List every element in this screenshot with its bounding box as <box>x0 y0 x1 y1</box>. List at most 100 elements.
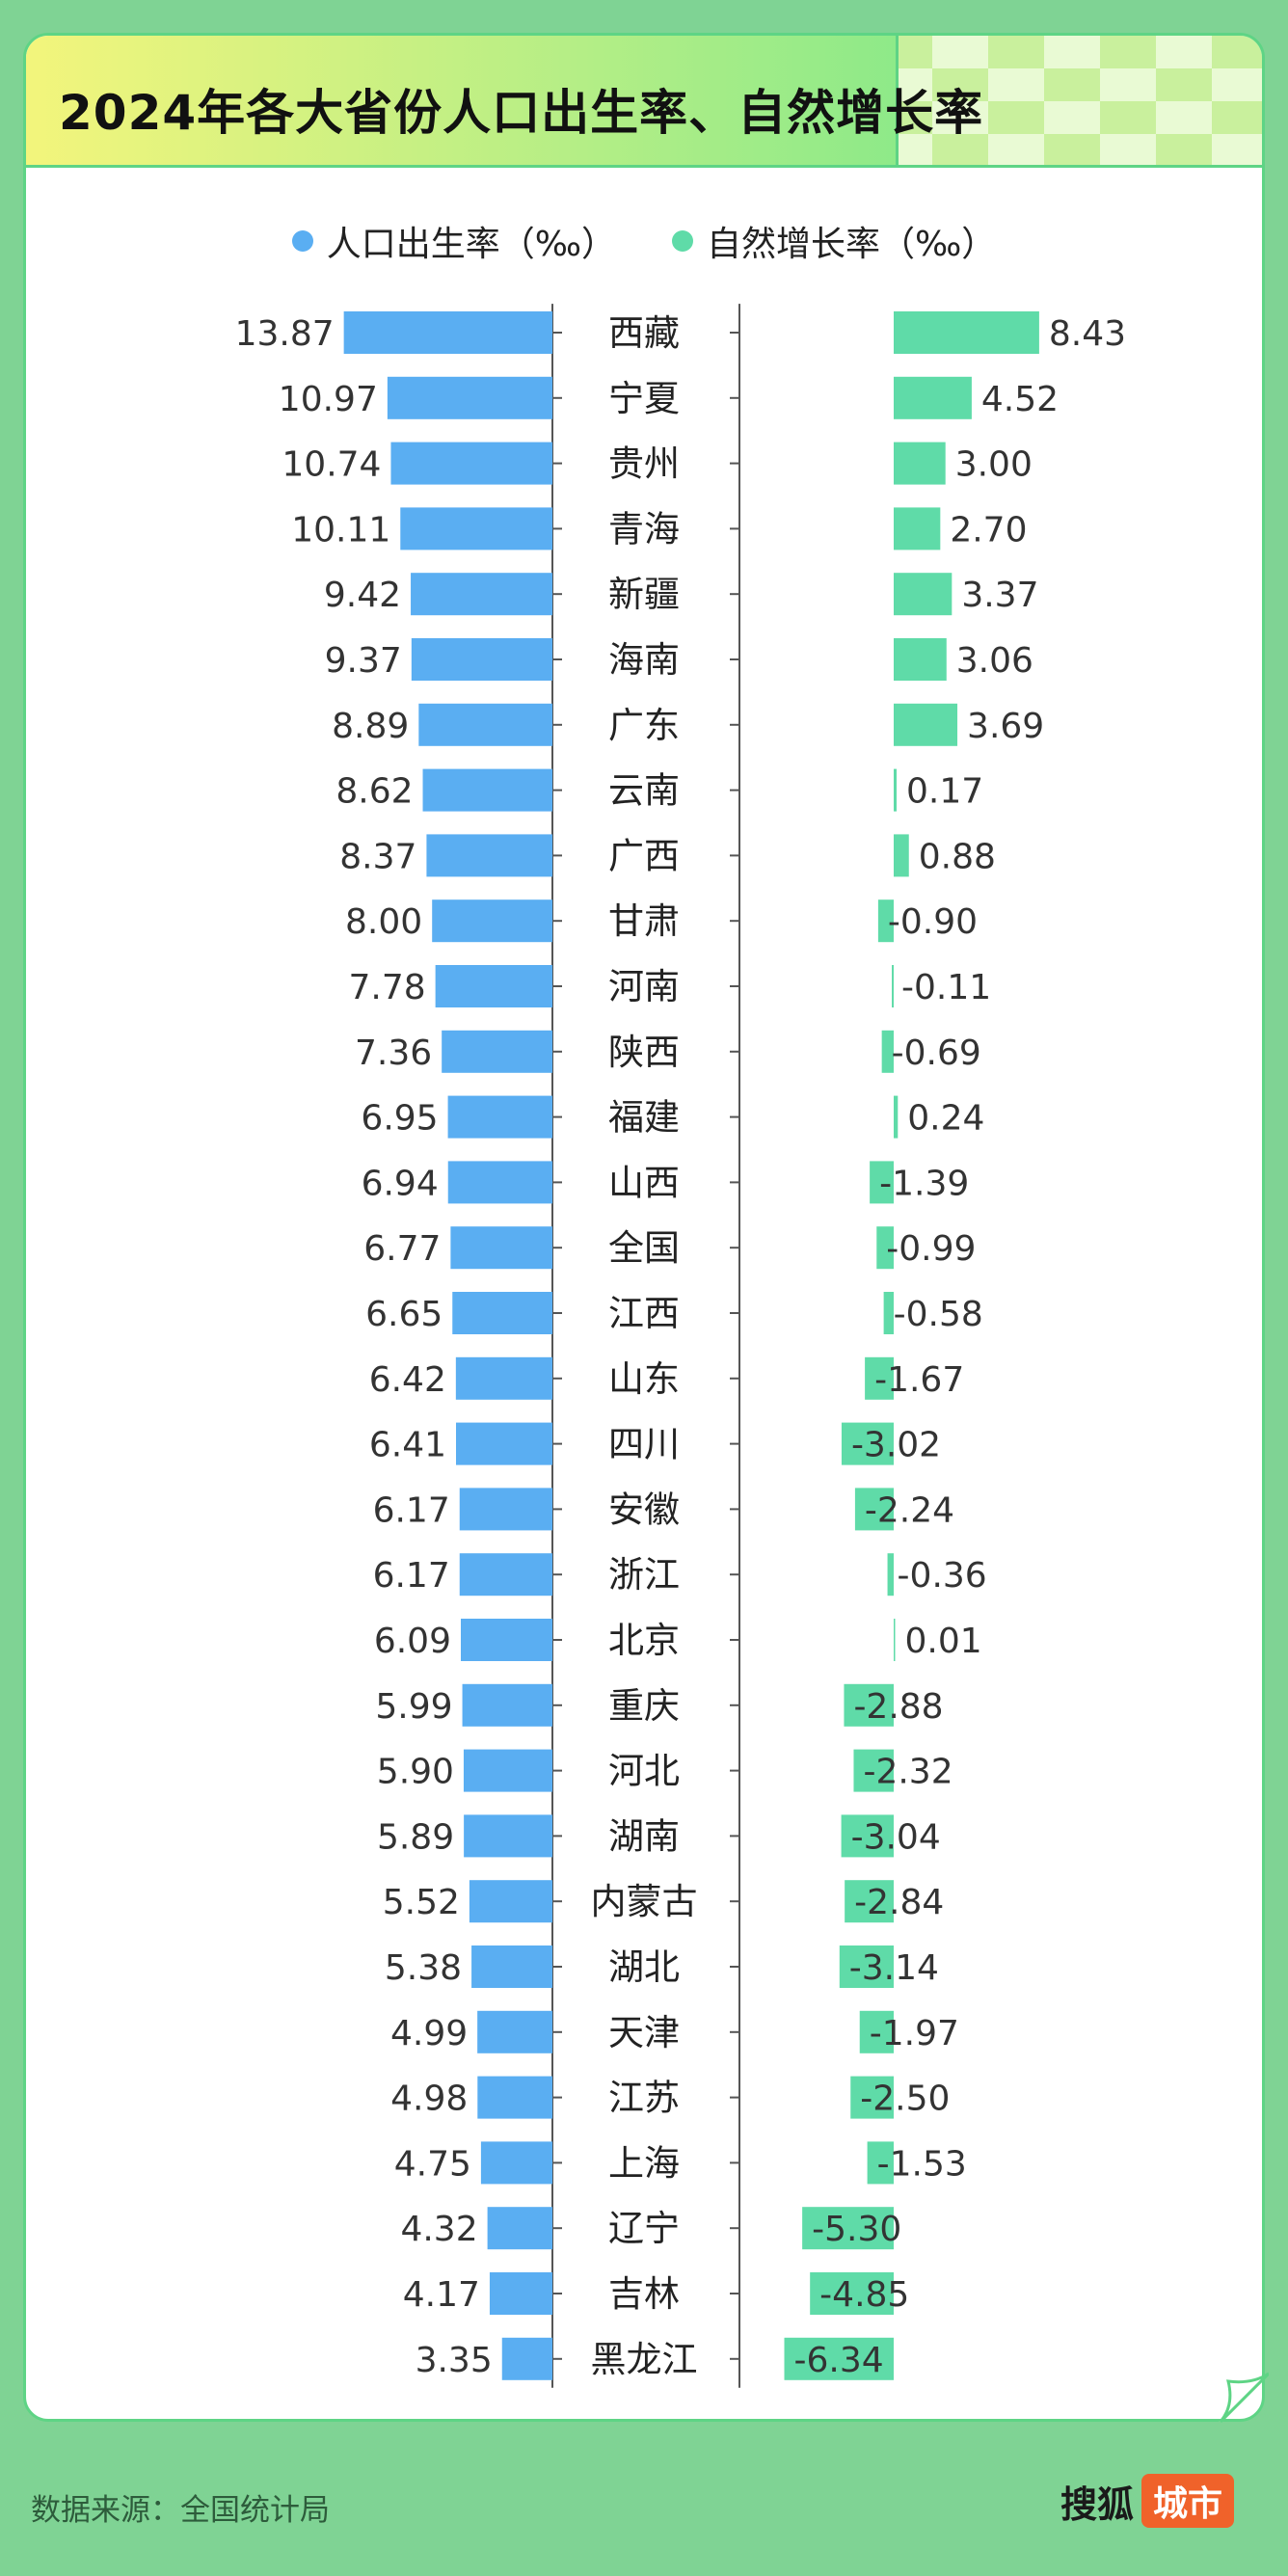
birth-rate-bar <box>487 2207 552 2250</box>
natural-growth-bar <box>883 1292 894 1334</box>
natural-growth-value-label: 0.17 <box>906 772 983 812</box>
birth-rate-value-label: 5.90 <box>377 1753 454 1792</box>
natural-growth-value-label: -0.69 <box>892 1033 981 1073</box>
birth-rate-bar <box>464 1814 552 1858</box>
natural-growth-value-label: -4.85 <box>819 2275 909 2315</box>
province-label: 辽宁 <box>608 2208 680 2249</box>
natural-growth-value-label: 3.06 <box>956 641 1033 681</box>
birth-rate-value-label: 6.17 <box>373 1490 450 1530</box>
birth-rate-value-label: 5.99 <box>375 1687 452 1727</box>
legend-item-birth-rate: 人口出生率（‰） <box>291 216 616 266</box>
birth-rate-value-label: 6.94 <box>362 1164 439 1203</box>
province-label: 四川 <box>608 1424 680 1465</box>
province-label: 青海 <box>608 508 680 550</box>
natural-growth-bar <box>853 1749 894 1792</box>
province-label: 新疆 <box>608 574 680 615</box>
birth-rate-bar <box>447 1161 552 1204</box>
natural-growth-value-label: -2.88 <box>853 1687 943 1727</box>
birth-rate-bar <box>459 1553 552 1597</box>
birth-rate-bar <box>489 2272 552 2315</box>
birth-rate-bar <box>390 442 552 485</box>
birth-rate-value-label: 3.35 <box>416 2341 493 2380</box>
birth-rate-bar <box>426 834 552 877</box>
province-label: 贵州 <box>608 443 680 485</box>
natural-growth-bar <box>894 768 898 812</box>
brand-logo: 搜狐 城市 <box>1060 2474 1235 2528</box>
birth-rate-bar <box>459 1488 552 1531</box>
birth-rate-bar <box>411 638 552 681</box>
natural-growth-value-label: -1.67 <box>874 1360 964 1400</box>
legend-label-natural-growth: 自然增长率（‰） <box>707 225 997 264</box>
birth-rate-bar <box>432 899 552 943</box>
birth-rate-bar <box>400 507 552 550</box>
natural-growth-value-label: -2.84 <box>854 1883 944 1922</box>
natural-growth-bar <box>881 1030 894 1073</box>
natural-growth-bar <box>894 442 946 485</box>
birth-rate-value-label: 13.87 <box>235 314 335 354</box>
birth-rate-bar <box>442 1030 552 1073</box>
natural-growth-bar <box>850 2076 894 2119</box>
natural-growth-bar <box>887 1553 894 1597</box>
province-label: 云南 <box>608 770 680 812</box>
natural-growth-value-label: -6.34 <box>794 2341 884 2380</box>
legend-label-birth-rate: 人口出生率（‰） <box>326 225 616 264</box>
province-label: 吉林 <box>608 2273 680 2315</box>
birth-rate-bar <box>450 1226 552 1270</box>
natural-growth-bar <box>894 834 909 877</box>
legend-swatch-birth-rate <box>291 230 313 252</box>
natural-growth-bar <box>894 703 958 746</box>
birth-rate-bar <box>456 1422 552 1465</box>
natural-growth-value-label: 3.69 <box>967 707 1044 746</box>
birth-rate-value-label: 8.37 <box>339 837 416 876</box>
natural-growth-value-label: -2.50 <box>860 2080 950 2119</box>
birth-rate-bar <box>462 1683 552 1727</box>
birth-rate-value-label: 4.17 <box>403 2275 480 2315</box>
legend-swatch-natural-growth <box>672 230 693 252</box>
province-label: 宁夏 <box>608 378 680 419</box>
legend-item-natural-growth: 自然增长率（‰） <box>672 216 996 266</box>
natural-growth-value-label: 2.70 <box>950 510 1027 550</box>
natural-growth-bar <box>894 1619 896 1661</box>
natural-growth-value-label: 8.43 <box>1049 314 1126 354</box>
brand-name: 搜狐 <box>1060 2482 1135 2526</box>
province-label: 黑龙江 <box>591 2339 698 2380</box>
birth-rate-value-label: 7.36 <box>355 1033 432 1073</box>
chart-card: 2024年各大省份人口出生率、自然增长率 <box>23 33 1265 2422</box>
natural-growth-value-label: -2.32 <box>863 1753 953 1792</box>
birth-rate-value-label: 4.98 <box>390 2080 468 2119</box>
birth-rate-value-label: 10.97 <box>279 380 378 419</box>
natural-growth-value-label: -0.90 <box>888 902 978 942</box>
birth-rate-value-label: 5.89 <box>377 1817 454 1857</box>
province-label: 福建 <box>608 1097 680 1139</box>
natural-growth-value-label: -0.36 <box>898 1556 987 1596</box>
birth-rate-bar <box>471 1945 552 1988</box>
birth-rate-value-label: 4.75 <box>394 2144 471 2184</box>
natural-growth-value-label: 3.37 <box>961 576 1038 615</box>
province-label: 广东 <box>608 705 680 746</box>
natural-growth-value-label: -3.14 <box>849 1948 939 1988</box>
birth-rate-value-label: 7.78 <box>348 968 425 1007</box>
data-source: 数据来源：全国统计局 <box>31 2493 330 2528</box>
province-label: 海南 <box>608 639 680 681</box>
birth-rate-value-label: 10.11 <box>291 510 390 550</box>
province-label: 西藏 <box>608 312 680 354</box>
birth-rate-value-label: 5.38 <box>385 1948 462 1988</box>
natural-growth-bar <box>894 573 953 616</box>
title-banner: 2024年各大省份人口出生率、自然增长率 <box>26 36 1262 168</box>
natural-growth-bar <box>841 1422 894 1465</box>
natural-growth-value-label: 0.88 <box>919 837 996 876</box>
province-label: 广西 <box>608 835 680 876</box>
natural-growth-bar <box>892 965 894 1007</box>
natural-growth-bar <box>859 2010 894 2053</box>
province-label: 湖南 <box>608 1815 680 1857</box>
natural-growth-value-label: -0.58 <box>894 1295 983 1334</box>
natural-growth-bar <box>867 2141 894 2185</box>
natural-growth-value-label: 3.00 <box>955 445 1033 485</box>
birth-rate-bar <box>452 1292 552 1334</box>
birth-rate-value-label: 4.32 <box>400 2210 477 2249</box>
birth-rate-value-label: 6.77 <box>363 1229 441 1269</box>
birth-rate-bar <box>480 2141 552 2185</box>
birth-rate-bar <box>422 768 552 812</box>
province-label: 河北 <box>608 1751 680 1792</box>
